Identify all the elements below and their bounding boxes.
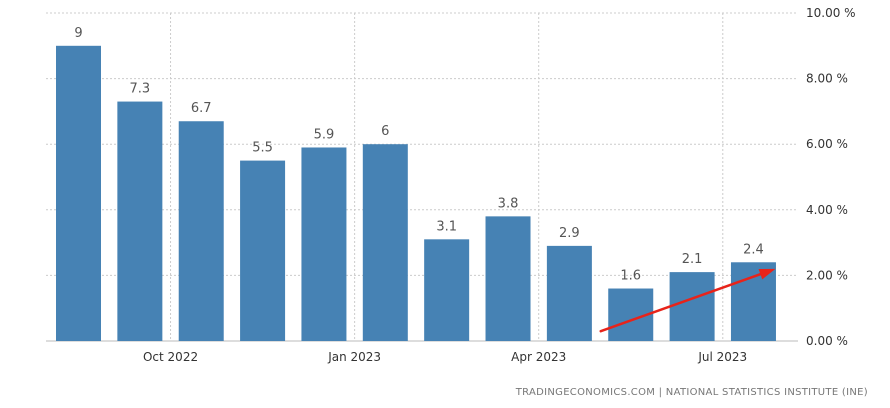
gridlines bbox=[46, 12, 798, 342]
bar bbox=[362, 144, 408, 341]
x-tick-label: Apr 2023 bbox=[511, 350, 566, 364]
y-tick-label: 2.00 % bbox=[806, 268, 848, 282]
x-tick-label: Jan 2023 bbox=[327, 350, 381, 364]
bar bbox=[730, 262, 776, 341]
data-label: 2.4 bbox=[743, 242, 764, 257]
bar bbox=[301, 147, 347, 341]
arrow-shaft bbox=[599, 272, 762, 333]
data-label: 5.5 bbox=[252, 141, 273, 156]
data-label: 2.9 bbox=[559, 226, 580, 241]
bar bbox=[669, 272, 715, 341]
data-label: 9 bbox=[74, 26, 82, 41]
data-label: 3.8 bbox=[498, 196, 519, 211]
data-label: 6.7 bbox=[191, 101, 212, 116]
x-axis: Oct 2022 Jan 2023 Apr 2023 Jul 2023 bbox=[143, 350, 747, 364]
bar bbox=[178, 121, 224, 342]
source-credit: TRADINGECONOMICS.COM | NATIONAL STATISTI… bbox=[515, 387, 868, 398]
arrow-head-icon bbox=[758, 268, 776, 280]
y-tick-label: 6.00 % bbox=[806, 137, 848, 151]
data-label: 6 bbox=[381, 124, 389, 139]
y-tick-label: 10.00 % bbox=[806, 6, 856, 20]
data-label: 3.1 bbox=[436, 219, 457, 234]
bar bbox=[56, 45, 101, 342]
data-labels: 9 7.3 6.7 5.5 5.9 6 3.1 3.8 2.9 1.6 2.1 2.4 bbox=[74, 26, 763, 284]
annotation bbox=[599, 268, 776, 333]
data-label: 1.6 bbox=[620, 269, 641, 284]
y-tick-label: 8.00 % bbox=[806, 72, 848, 86]
y-tick-label: 4.00 % bbox=[806, 203, 848, 217]
bar bbox=[117, 101, 163, 341]
bars bbox=[56, 45, 776, 342]
y-axis: 0.00 % 2.00 % 4.00 % 6.00 % 8.00 % 10.00 % bbox=[806, 6, 856, 348]
bar bbox=[424, 239, 470, 341]
x-tick-label: Jul 2023 bbox=[697, 350, 747, 364]
data-label: 2.1 bbox=[682, 252, 703, 267]
y-tick-label: 0.00 % bbox=[806, 334, 848, 348]
data-label: 5.9 bbox=[314, 127, 335, 142]
bar bbox=[546, 245, 592, 341]
x-tick-label: Oct 2022 bbox=[143, 350, 198, 364]
bar bbox=[240, 160, 286, 341]
data-label: 7.3 bbox=[130, 82, 151, 97]
bar bbox=[485, 216, 531, 341]
